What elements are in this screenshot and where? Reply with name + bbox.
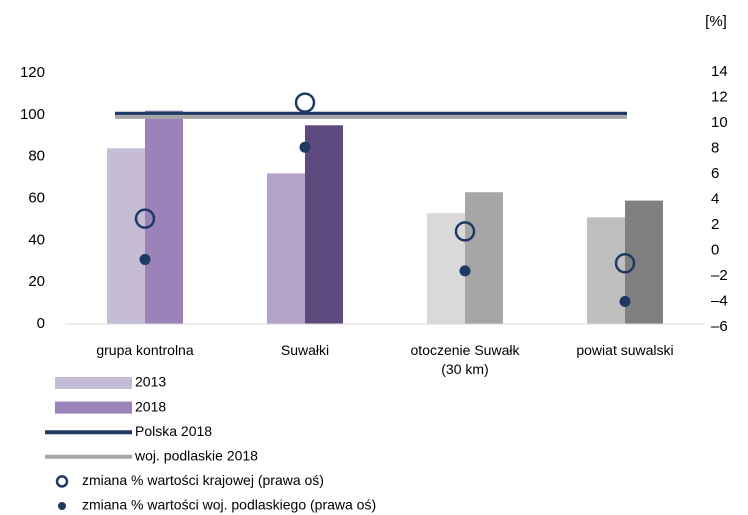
y2-tick-label: –6	[711, 318, 728, 335]
y2-tick-label: 6	[711, 165, 719, 182]
bar	[305, 125, 343, 325]
y2-tick-label: 0	[711, 241, 719, 258]
point	[139, 253, 151, 265]
legend-swatch	[55, 401, 132, 414]
y2-unit: [%]	[705, 13, 727, 30]
y-tick-label: 60	[28, 189, 45, 206]
x-tick-label: powiat suwalski	[576, 342, 674, 358]
y2-tick-label: 12	[711, 88, 728, 105]
legend-label: 2013	[135, 374, 166, 390]
x-tick-label: Suwałki	[280, 342, 330, 358]
bar	[145, 110, 183, 325]
bar	[465, 192, 503, 324]
point	[459, 265, 471, 277]
y-tick-label: 80	[28, 148, 45, 165]
point	[294, 92, 316, 113]
x-tick-label: grupa kontrolna	[96, 342, 194, 358]
legend-swatch	[55, 377, 132, 389]
legend-label: Polska 2018	[135, 423, 212, 439]
point	[619, 296, 631, 307]
legend-label: zmiana % wartości woj. podlaskiego (praw…	[82, 497, 376, 513]
y-tick-label: 0	[37, 315, 45, 332]
legend-label: zmiana % wartości krajowej (prawa oś)	[82, 472, 324, 488]
legend-label: woj. podlaskie 2018	[134, 448, 258, 464]
y-tick-label: 40	[28, 231, 45, 248]
legend-label: 2018	[135, 398, 166, 414]
bar	[625, 200, 663, 324]
y2-tick-label: 10	[711, 114, 728, 131]
point	[454, 221, 476, 242]
legend-swatch	[58, 502, 66, 510]
legend-swatch	[55, 475, 69, 488]
point	[299, 141, 311, 153]
y2-tick-label: 8	[711, 139, 719, 156]
y2-tick-label: 2	[711, 216, 719, 233]
y-tick-label: 100	[20, 106, 45, 123]
y2-tick-label: 14	[711, 63, 728, 80]
bar	[427, 213, 465, 324]
point	[134, 208, 156, 229]
bar	[267, 173, 305, 324]
y2-tick-label: –2	[711, 267, 728, 284]
x-tick-label: otoczenie Suwałk (30 km)	[410, 342, 520, 377]
y-tick-label: 20	[28, 273, 45, 290]
point	[614, 253, 636, 274]
y2-tick-label: –4	[711, 292, 728, 309]
bar	[107, 148, 145, 324]
y-tick-label: 120	[20, 64, 45, 81]
y2-tick-label: 4	[711, 190, 719, 207]
